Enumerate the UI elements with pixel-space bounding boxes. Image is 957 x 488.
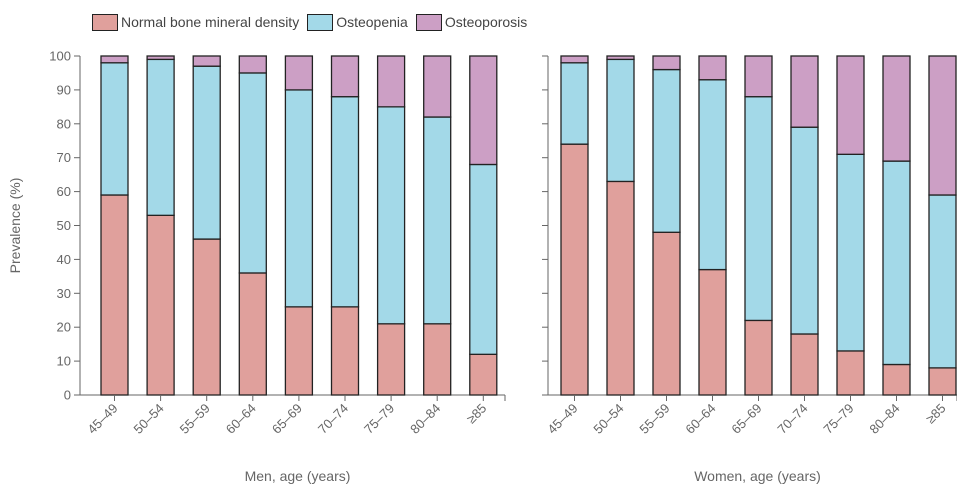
bar-osteoporosis	[376, 55, 406, 108]
x-tick-label: 65–69	[269, 401, 305, 437]
bar-osteoporosis	[790, 55, 819, 128]
x-tick-label: 60–64	[682, 401, 718, 437]
x-tick-label: ≥85	[923, 401, 949, 427]
bar-osteoporosis	[698, 55, 727, 81]
bar-osteoporosis	[928, 55, 957, 196]
bar-osteopenia	[146, 58, 175, 216]
bar-normal	[560, 143, 589, 396]
bar-osteoporosis	[192, 55, 221, 67]
bar-osteoporosis	[238, 55, 267, 74]
x-tick-label: 45–49	[84, 401, 120, 437]
x-axis-title: Men, age (years)	[245, 468, 351, 484]
bar-osteopenia	[423, 116, 452, 325]
bar-osteopenia	[652, 68, 681, 233]
x-tick-label: 80–84	[866, 401, 902, 437]
bar-osteopenia	[882, 160, 911, 366]
legend-swatch-osteoporosis	[415, 13, 442, 31]
y-tick-label: 0	[64, 388, 71, 403]
x-tick-label: 80–84	[407, 401, 443, 437]
x-tick-label: 45–49	[544, 401, 580, 437]
legend-label-normal: Normal bone mineral density	[121, 14, 300, 30]
chart-panel-men: 0 10 20 30 40 50 60 70 80 90 100 45–49 50–54 55–59 60–…	[7, 49, 506, 484]
chart-panel-women: 45–49 50–54 55–59 60–64 65–69 70–74 75–79 80–84…	[542, 55, 957, 484]
y-tick-label: 60	[57, 184, 71, 199]
x-tick-label: 75–79	[361, 401, 397, 437]
bar-osteopenia	[100, 62, 129, 196]
bar-normal	[100, 194, 129, 396]
bar-osteoporosis	[146, 55, 175, 61]
bar-normal	[284, 306, 314, 396]
x-tick-label: 65–69	[728, 401, 764, 437]
bar-osteopenia	[928, 194, 957, 369]
legend-label-osteopenia: Osteopenia	[336, 14, 408, 30]
bar-osteopenia	[836, 153, 865, 352]
bar-osteoporosis	[744, 55, 773, 98]
bar-normal	[882, 363, 911, 396]
bar-osteoporosis	[330, 55, 360, 98]
legend-item-osteopenia: Osteopenia	[307, 13, 408, 31]
x-tick-label: 75–79	[820, 401, 856, 437]
bar-osteopenia	[330, 96, 360, 308]
bar-osteoporosis	[469, 55, 498, 166]
bar-osteopenia	[284, 89, 314, 308]
bar-osteoporosis	[560, 55, 589, 64]
bar-osteopenia	[606, 58, 635, 183]
x-tick-label: 60–64	[223, 401, 259, 437]
bar-normal	[606, 180, 635, 396]
bar-normal	[146, 214, 175, 396]
x-tick-label: ≥85	[464, 401, 490, 427]
bar-normal	[376, 323, 406, 396]
bar-normal	[744, 319, 773, 396]
bar-normal	[330, 306, 360, 396]
bar-osteopenia	[238, 72, 267, 274]
y-tick-label: 20	[57, 320, 71, 335]
bar-osteoporosis	[284, 55, 314, 91]
legend-item-osteoporosis: Osteoporosis	[415, 13, 528, 31]
bar-osteoporosis	[100, 55, 129, 64]
x-tick-label: 50–54	[590, 401, 626, 437]
x-tick-label: 55–59	[636, 401, 672, 437]
bar-osteoporosis	[882, 55, 911, 162]
y-axis-title: Prevalence (%)	[7, 178, 23, 274]
bar-normal	[469, 353, 498, 396]
bar-normal	[423, 323, 452, 396]
bar-osteopenia	[192, 65, 221, 240]
x-tick-label: 70–74	[774, 401, 810, 437]
bar-osteoporosis	[423, 55, 452, 118]
bar-normal	[192, 238, 221, 396]
y-tick-label: 30	[57, 286, 71, 301]
x-tick-label: 50–54	[131, 401, 167, 437]
y-tick-label: 90	[57, 82, 71, 97]
x-tick-label: 55–59	[177, 401, 213, 437]
bar-osteopenia	[469, 163, 498, 355]
y-tick-label: 100	[49, 49, 71, 64]
bar-normal	[652, 231, 681, 396]
bar-normal	[698, 268, 727, 396]
bar-osteopenia	[790, 126, 819, 335]
chart-legend: Normal bone mineral density Osteopenia O…	[92, 10, 535, 34]
bar-osteopenia	[744, 96, 773, 322]
bar-osteoporosis	[836, 55, 865, 155]
y-tick-label: 10	[57, 354, 71, 369]
y-tick-label: 50	[57, 218, 71, 233]
legend-swatch-osteopenia	[307, 13, 334, 31]
y-tick-label: 80	[57, 116, 71, 131]
bar-osteopenia	[698, 79, 727, 271]
legend-swatch-normal	[92, 13, 118, 31]
bar-osteoporosis	[606, 55, 635, 61]
x-axis-title: Women, age (years)	[694, 468, 821, 484]
bar-normal	[836, 350, 865, 396]
x-tick-label: 70–74	[315, 401, 351, 437]
y-tick-label: 40	[57, 252, 71, 267]
bar-normal	[790, 333, 819, 396]
y-tick-label: 70	[57, 150, 71, 165]
bar-osteopenia	[376, 106, 406, 325]
legend-label-osteoporosis: Osteoporosis	[444, 14, 528, 30]
legend-item-normal: Normal bone mineral density	[92, 13, 300, 31]
bar-normal	[928, 367, 957, 396]
bar-osteoporosis	[652, 55, 681, 71]
bar-osteopenia	[560, 62, 589, 145]
bar-normal	[238, 272, 267, 396]
